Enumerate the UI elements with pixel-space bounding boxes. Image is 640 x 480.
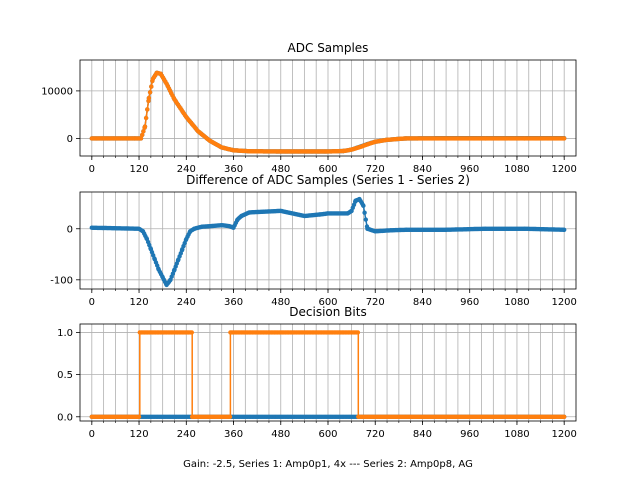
x-tick-label: 480 [271, 297, 290, 308]
ticks: 0 120 240 360 480 600 720 840 960 1080 1200 0.0 0.5 1… [57, 328, 577, 440]
y-tick-label: 0.0 [57, 412, 73, 423]
panel-title: Decision Bits [289, 305, 366, 319]
x-tick-label: 0 [89, 164, 95, 175]
data-point [355, 330, 361, 335]
data-point [562, 136, 567, 141]
ticks: 0 120 240 360 480 600 720 840 960 1080 1200 0 10000 [41, 86, 577, 175]
x-tick-label: 120 [130, 297, 149, 308]
data-point [136, 414, 142, 419]
x-tick-label: 0 [89, 429, 95, 440]
x-tick-label: 360 [224, 297, 243, 308]
x-tick-label: 1200 [551, 429, 576, 440]
x-tick-label: 960 [460, 297, 479, 308]
series-layer [89, 330, 567, 419]
y-tick-label: -100 [50, 275, 73, 286]
data-point [361, 203, 366, 208]
x-tick-label: 480 [271, 164, 290, 175]
data-point [562, 227, 567, 232]
x-tick-label: 1080 [504, 164, 529, 175]
panel-title: Difference of ADC Samples (Series 1 - Se… [186, 173, 470, 187]
y-tick-label: 10000 [41, 86, 73, 97]
x-tick-label: 240 [177, 297, 196, 308]
data-point [363, 217, 368, 222]
x-tick-label: 1080 [504, 297, 529, 308]
x-tick-label: 840 [413, 164, 432, 175]
x-tick-label: 480 [271, 429, 290, 440]
x-tick-label: 600 [318, 164, 337, 175]
x-tick-label: 840 [413, 429, 432, 440]
x-tick-label: 360 [224, 164, 243, 175]
x-tick-label: 720 [366, 429, 385, 440]
series-layer [89, 196, 567, 288]
x-tick-label: 720 [366, 297, 385, 308]
y-tick-label: 0 [67, 224, 73, 235]
x-tick-label: 1200 [551, 297, 576, 308]
series-layer [89, 70, 567, 154]
x-tick-label: 960 [460, 164, 479, 175]
ticks: 0 120 240 360 480 600 720 840 960 1080 1200 -100 0 [50, 224, 577, 308]
y-tick-label: 1.0 [57, 328, 73, 339]
x-tick-label: 720 [366, 164, 385, 175]
data-point [562, 414, 567, 419]
data-point [147, 90, 153, 95]
data-point [146, 95, 152, 101]
x-tick-label: 240 [177, 164, 196, 175]
x-tick-label: 600 [318, 429, 337, 440]
panel-decision-bits: 0 120 240 360 480 600 720 840 960 1080 1200 0.0 0.5 1… [57, 305, 577, 440]
data-point [140, 132, 145, 138]
data-point [138, 136, 144, 141]
data-point [362, 210, 367, 215]
x-tick-label: 240 [177, 429, 196, 440]
x-tick-label: 360 [224, 429, 243, 440]
data-point [227, 414, 233, 419]
data-point [149, 84, 154, 89]
data-point [145, 107, 150, 112]
panel-adc-samples: ADC Samples 0 120 240 360 480 600 720 840 960 108… [41, 41, 577, 175]
x-tick-label: 840 [413, 297, 432, 308]
y-tick-label: 0.5 [57, 370, 73, 381]
figure-xlabel: Gain: -2.5, Series 1: Amp0p1, 4x --- Ser… [183, 459, 473, 470]
panel-difference: 0 120 240 360 480 600 720 840 960 1080 1200 -100 0 D… [50, 173, 577, 308]
x-tick-label: 0 [89, 297, 95, 308]
panel-title: ADC Samples [288, 41, 369, 55]
data-point [143, 115, 149, 121]
data-point [189, 330, 194, 335]
x-tick-label: 120 [130, 429, 149, 440]
x-tick-label: 960 [460, 429, 479, 440]
x-tick-label: 1080 [504, 429, 529, 440]
data-point [142, 124, 148, 129]
data-point [141, 129, 146, 134]
y-tick-label: 0 [67, 134, 73, 145]
x-tick-label: 120 [130, 164, 149, 175]
x-tick-label: 600 [318, 297, 337, 308]
x-tick-label: 1200 [551, 164, 576, 175]
